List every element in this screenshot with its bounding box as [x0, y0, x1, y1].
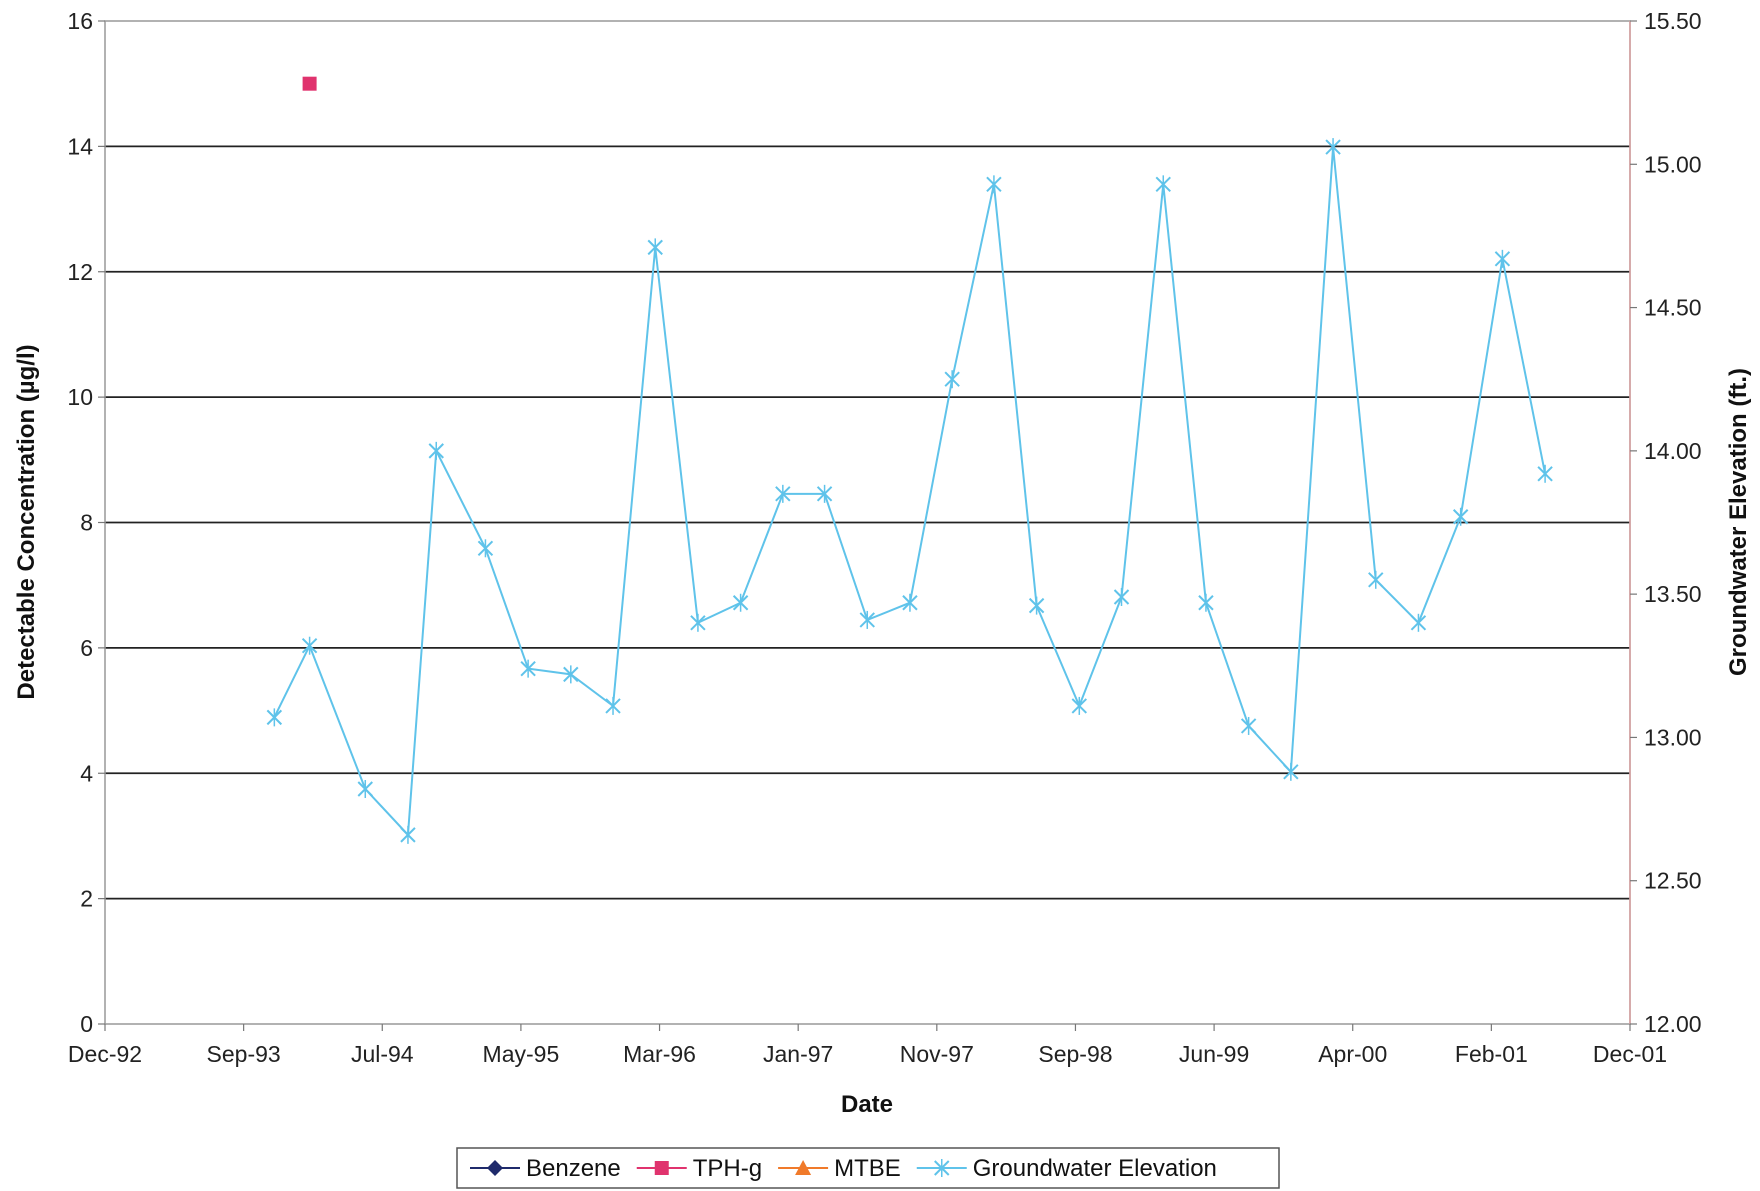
y2-tick-label: 13.50 [1644, 581, 1702, 607]
x-tick-label: Sep-93 [207, 1041, 281, 1067]
x-tick-label: Sep-98 [1038, 1041, 1112, 1067]
x-axis-title: Date [841, 1091, 893, 1118]
y-tick-label: 2 [80, 886, 93, 912]
x-tick-label: Mar-96 [623, 1041, 696, 1067]
groundwater-elevation-point [605, 696, 621, 715]
legend-label: Benzene [526, 1155, 621, 1182]
x-tick-label: Apr-00 [1318, 1041, 1387, 1067]
groundwater-elevation-point [1113, 588, 1130, 607]
groundwater-elevation-point [1368, 570, 1384, 589]
groundwater-elevation-point [301, 636, 318, 655]
legend-item-groundwater-elevation: Groundwater Elevation [916, 1155, 1217, 1182]
groundwater-elevation-point [357, 780, 373, 799]
groundwater-elevation-point [1325, 138, 1341, 157]
groundwater-elevation-point [1537, 464, 1553, 483]
groundwater-elevation-line [273, 146, 1547, 838]
y2-tick-label: 12.50 [1644, 868, 1702, 894]
right-axis-ticks: 12.00 12.50 13.00 13.50 14.00 14.50 15.00 15.50 [1630, 8, 1702, 1037]
legend: Benzene TPH-g MTBE Groundwater Elevation [456, 1147, 1280, 1189]
x-tick-label: Feb-01 [1455, 1041, 1528, 1067]
groundwater-elevation-point [690, 613, 706, 632]
groundwater-elevation-point [428, 441, 444, 460]
groundwater-elevation-point [1155, 175, 1171, 194]
x-tick-label: Nov-97 [900, 1041, 974, 1067]
y-tick-label: 14 [67, 133, 93, 159]
y-tick-label: 4 [80, 760, 93, 786]
groundwater-elevation-point [732, 593, 749, 612]
x-tick-label: Jan-97 [763, 1041, 833, 1067]
y-tick-label: 0 [80, 1011, 93, 1037]
groundwater-elevation-point [1028, 596, 1045, 615]
legend-swatch-marker [487, 1160, 503, 1176]
groundwater-elevation-point [647, 238, 663, 257]
groundwater-elevation-point [1494, 249, 1511, 268]
x-tick-label: Jul-94 [351, 1041, 414, 1067]
x-tick-label: Dec-92 [68, 1041, 142, 1067]
groundwater-elevation-point [563, 665, 579, 684]
y-tick-label: 10 [67, 384, 93, 410]
legend-item-mtbe: MTBE [778, 1155, 901, 1182]
y2-axis-title: Groundwater Elevation (ft.) [1725, 368, 1752, 676]
y2-tick-label: 14.00 [1644, 438, 1702, 464]
y2-tick-label: 14.50 [1644, 295, 1702, 321]
x-tick-label: Dec-01 [1593, 1041, 1667, 1067]
groundwater-elevation-point [775, 484, 791, 503]
tph-g-point [302, 76, 317, 91]
groundwater-elevation-point [400, 825, 416, 844]
y-tick-label: 12 [67, 259, 93, 285]
series-layer [266, 76, 1553, 844]
groundwater-elevation-point [520, 659, 536, 678]
legend-box [456, 1147, 1280, 1189]
y-tick-label: 16 [67, 8, 93, 34]
legend-swatch-marker [934, 1159, 950, 1177]
gridlines [105, 145, 1630, 900]
legend-items: Benzene TPH-g MTBE Groundwater Elevation [470, 1155, 1217, 1182]
groundwater-elevation-point [859, 610, 875, 629]
legend-item-tph-g: TPH-g [636, 1155, 762, 1182]
legend-swatch-marker [795, 1160, 812, 1175]
groundwater-elevation-point [1410, 613, 1427, 632]
groundwater-elevation-point [1452, 507, 1469, 526]
legend-label: TPH-g [693, 1155, 762, 1182]
y-axis-title: Detectable Concentration (µg/l) [13, 344, 40, 699]
groundwater-elevation-point [1283, 762, 1299, 781]
legend-swatch-marker [654, 1161, 669, 1175]
groundwater-elevation-point [902, 593, 918, 612]
y2-tick-label: 13.00 [1644, 724, 1702, 750]
x-tick-label: Jun-99 [1179, 1041, 1249, 1067]
groundwater-elevation-point [944, 370, 960, 389]
y2-tick-label: 12.00 [1644, 1011, 1702, 1037]
groundwater-elevation-point [1198, 593, 1214, 612]
groundwater-elevation-point [266, 708, 283, 727]
groundwater-elevation-point [816, 484, 833, 503]
y2-tick-label: 15.00 [1644, 151, 1702, 177]
y-tick-label: 6 [80, 635, 93, 661]
left-axis-ticks: 0 2 4 6 8 10 12 14 16 [67, 8, 105, 1037]
groundwater-elevation-point [1071, 696, 1087, 715]
groundwater-elevation-point [477, 539, 494, 558]
groundwater-elevation-point [986, 175, 1002, 194]
legend-label: Groundwater Elevation [973, 1155, 1217, 1182]
legend-item-benzene: Benzene [470, 1155, 621, 1182]
legend-label: MTBE [834, 1155, 901, 1182]
x-axis-ticks: Dec-92 Sep-93 Jul-94 May-95 Mar-96 Jan-97 Nov-… [68, 1024, 1667, 1067]
y2-tick-label: 15.50 [1644, 8, 1702, 34]
groundwater-elevation-point [1240, 716, 1257, 735]
y-tick-label: 8 [80, 510, 93, 536]
x-tick-label: May-95 [483, 1041, 560, 1067]
